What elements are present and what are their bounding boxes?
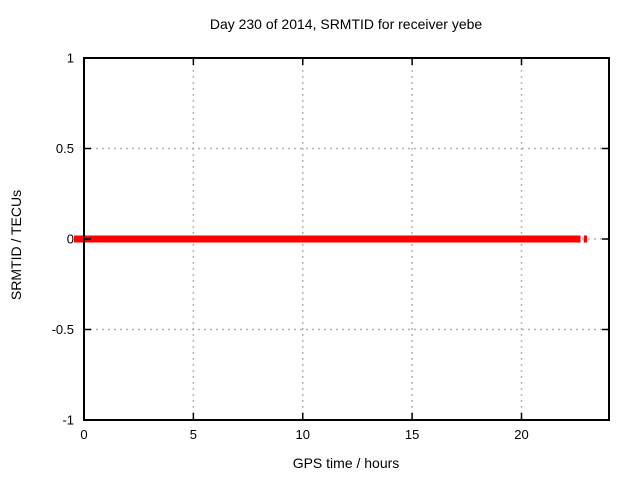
x-tick-label: 20 [514, 427, 528, 442]
axes [83, 57, 610, 421]
x-axis-label: GPS time / hours [293, 455, 400, 471]
y-tick-label: -1 [62, 413, 74, 428]
y-tick-label: -0.5 [52, 322, 74, 337]
x-tick-label: 15 [405, 427, 419, 442]
y-axis-label: SRMTID / TECUs [8, 190, 24, 300]
y-tick-label: 0.5 [56, 141, 74, 156]
y-tick-label: 1 [67, 51, 74, 66]
x-tick-label: 10 [296, 427, 310, 442]
y-tick-label: 0 [67, 232, 74, 247]
x-tick-label: 5 [190, 427, 197, 442]
tick-labels: 0 5 10 15 20 -1 -0.5 0 0.5 1 [52, 51, 529, 443]
chart-title: Day 230 of 2014, SRMTID for receiver yeb… [210, 16, 483, 32]
x-tick-label: 0 [80, 427, 87, 442]
